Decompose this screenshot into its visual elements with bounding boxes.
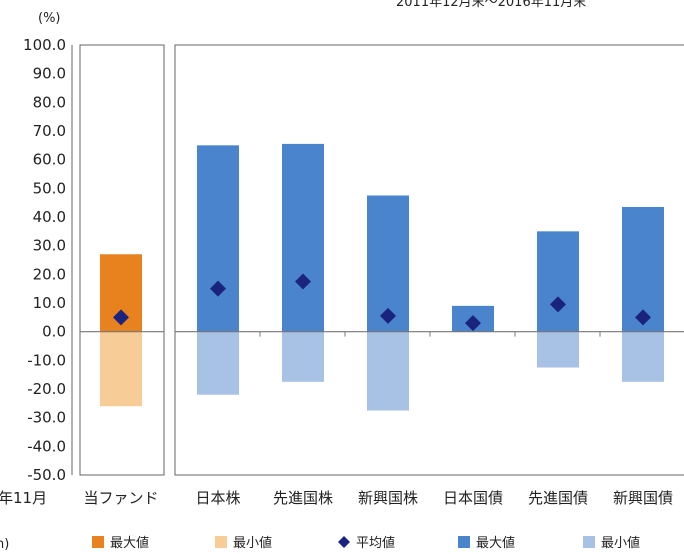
legend-swatch (215, 536, 227, 548)
legend-label: 最大値 (476, 535, 515, 551)
y-tick-label: 0.0 (42, 323, 66, 341)
y-tick-label: 70.0 (33, 122, 66, 140)
average-marker (465, 315, 481, 332)
min-bar (367, 331, 409, 411)
y-tick-label: 100.0 (23, 36, 66, 54)
asset-panel (174, 44, 684, 476)
date-fragment-label: 年11月 (0, 489, 47, 507)
y-tick-label: 10.0 (33, 294, 66, 312)
y-tick-label: -10.0 (27, 351, 66, 369)
y-tick-label: 40.0 (33, 208, 66, 226)
y-tick-label: 20.0 (33, 265, 66, 283)
category-label: 日本国債 (443, 489, 503, 507)
legend-swatch (583, 536, 595, 548)
legend-label: 平均値 (356, 535, 395, 551)
y-tick-label: 50.0 (33, 179, 66, 197)
category-label: 先進国株 (273, 489, 333, 507)
min-bar (282, 331, 324, 382)
y-tick-label: -20.0 (27, 380, 66, 398)
legend-label: 最小値 (601, 535, 640, 551)
min-bar (537, 331, 579, 368)
y-tick-label: 30.0 (33, 237, 66, 255)
y-tick-label: -30.0 (27, 409, 66, 427)
unit-label: (%) (38, 11, 61, 26)
period-label: 2011年12月末～2016年11月末 (396, 0, 586, 10)
max-bar (282, 143, 324, 332)
category-label: 先進国債 (528, 489, 588, 507)
average-marker (635, 309, 651, 326)
legend-label: 最小値 (233, 535, 272, 551)
y-tick-label: -40.0 (27, 437, 66, 455)
legend-label: 最大値 (110, 535, 149, 551)
legend-swatch (458, 536, 470, 548)
min-bar (197, 331, 239, 395)
average-marker (295, 273, 311, 290)
average-marker (380, 307, 396, 324)
legend-swatch (92, 536, 104, 548)
fund-panel (79, 44, 165, 476)
average-marker (550, 296, 566, 313)
category-label: 日本株 (195, 489, 240, 507)
category-label: 新興国株 (358, 489, 418, 507)
legend-fragment-label: n) (0, 537, 9, 552)
category-label: 当ファンド (83, 489, 158, 507)
max-bar (197, 145, 239, 332)
y-tick-label: -50.0 (27, 466, 66, 484)
category-label: 新興国債 (613, 489, 673, 507)
y-tick-label: 90.0 (33, 65, 66, 83)
min-bar (622, 331, 664, 382)
max-bar (537, 231, 579, 332)
y-tick-label: 60.0 (33, 151, 66, 169)
legend-average-swatch (338, 536, 350, 548)
average-marker (210, 280, 226, 297)
min-bar (100, 331, 142, 407)
y-tick-label: 80.0 (33, 93, 66, 111)
average-marker (113, 309, 129, 326)
